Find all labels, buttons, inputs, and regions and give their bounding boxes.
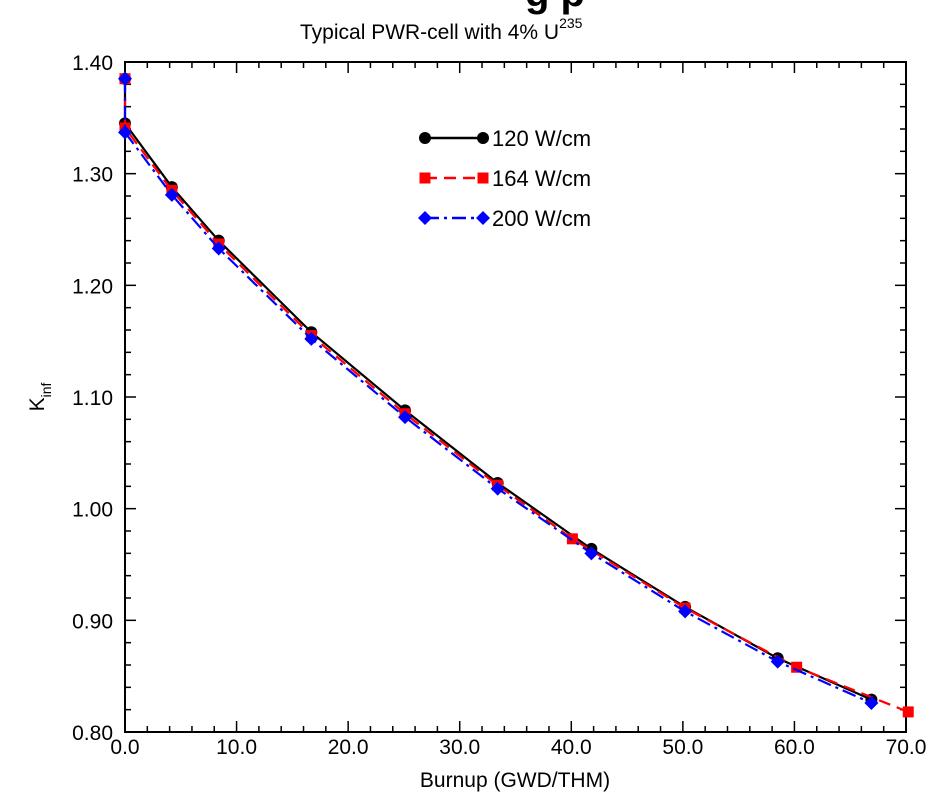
y-axis-title: Kinf bbox=[26, 382, 54, 411]
data-point bbox=[118, 71, 132, 86]
x-tick-label: 30.0 bbox=[439, 736, 480, 759]
legend: 120 W/cm 164 W/cm 200 W/cm bbox=[418, 126, 591, 231]
y-tick-label: 1.20 bbox=[72, 275, 113, 298]
series-line bbox=[123, 78, 872, 704]
data-point bbox=[164, 187, 179, 202]
legend-marker bbox=[419, 132, 431, 144]
chart-subtitle: Typical PWR-cell with 4% U235 bbox=[300, 15, 583, 44]
data-point bbox=[678, 604, 693, 619]
x-tick-label: 60.0 bbox=[774, 736, 815, 759]
y-tick-label: 0.90 bbox=[72, 610, 113, 633]
data-point bbox=[566, 533, 578, 545]
legend-entry: 120 W/cm bbox=[419, 126, 591, 151]
data-point bbox=[791, 661, 803, 673]
y-tick-label: 1.40 bbox=[72, 52, 113, 75]
data-point bbox=[490, 481, 505, 496]
legend-label: 120 W/cm bbox=[492, 126, 591, 151]
legend-marker bbox=[476, 211, 490, 225]
x-tick-label: 70.0 bbox=[886, 736, 927, 759]
series-line bbox=[123, 78, 909, 713]
data-point bbox=[398, 410, 413, 425]
data-point bbox=[211, 241, 226, 256]
data-point bbox=[864, 695, 879, 710]
x-tick-label: 20.0 bbox=[328, 736, 369, 759]
legend-marker bbox=[477, 172, 489, 184]
legend-entry: 200 W/cm bbox=[418, 206, 591, 231]
subtitle-text: Typical PWR-cell with 4% U bbox=[300, 21, 559, 44]
subtitle-superscript: 235 bbox=[559, 15, 583, 31]
x-tick-label: 10.0 bbox=[216, 736, 257, 759]
x-tick-label: 0.0 bbox=[110, 736, 139, 759]
x-tick-labels: 0.0 10.0 20.0 30.0 40.0 50.0 60.0 70.0 bbox=[110, 736, 926, 759]
legend-entry: 164 W/cm bbox=[419, 166, 591, 191]
series-200-w-cm bbox=[118, 71, 879, 710]
legend-marker bbox=[477, 132, 489, 144]
x-tick-label: 40.0 bbox=[551, 736, 592, 759]
data-point bbox=[902, 706, 914, 718]
y-tick-labels: 0.80 0.90 1.00 1.10 1.20 1.30 1.40 bbox=[72, 52, 113, 745]
plot-frame bbox=[124, 61, 907, 733]
x-tick-label: 50.0 bbox=[662, 736, 703, 759]
axis-ticks bbox=[124, 61, 907, 733]
legend-label: 200 W/cm bbox=[492, 206, 591, 231]
x-axis-title: Burnup (GWD/THM) bbox=[420, 769, 610, 792]
data-point bbox=[584, 546, 599, 561]
legend-marker bbox=[418, 211, 432, 225]
data-point bbox=[304, 331, 319, 346]
chart-title-fragment: g p bbox=[525, 0, 585, 15]
legend-label: 164 W/cm bbox=[492, 166, 591, 191]
y-axis-title-sub: inf bbox=[38, 382, 54, 397]
y-tick-label: 0.80 bbox=[72, 722, 113, 745]
data-point bbox=[770, 654, 785, 669]
y-tick-label: 1.30 bbox=[72, 164, 113, 187]
legend-marker bbox=[419, 172, 431, 184]
y-tick-label: 1.10 bbox=[72, 387, 113, 410]
y-axis-title-main: K bbox=[26, 397, 49, 411]
y-tick-label: 1.00 bbox=[72, 499, 113, 522]
data-point bbox=[118, 125, 132, 140]
series-group bbox=[118, 71, 914, 718]
